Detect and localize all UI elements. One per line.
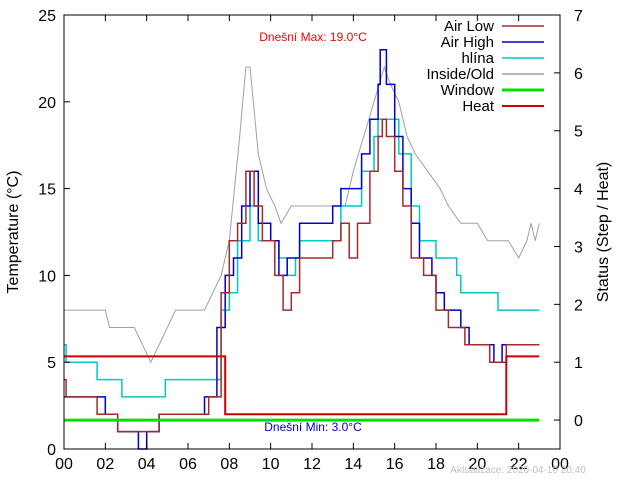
y-tick-label: 10 — [38, 268, 56, 285]
x-tick-label: 14 — [344, 456, 362, 473]
legend-label: hlína — [461, 50, 494, 67]
x-tick-label: 06 — [179, 456, 197, 473]
y-tick-label: 15 — [38, 182, 56, 199]
y-axis-left: 0 5 10 15 20 25 — [38, 8, 70, 459]
y-axis-right: 0 1 2 3 4 5 6 7 — [554, 8, 583, 430]
y2-tick-label: 2 — [574, 297, 583, 314]
x-tick-label: 00 — [55, 456, 73, 473]
daily-min-label: Dnešní Min: 3.0°C — [264, 420, 362, 434]
x-tick-label: 20 — [468, 456, 486, 473]
x-axis: 00 02 04 06 08 10 12 14 16 18 20 22 00 — [55, 15, 569, 473]
plot-lines — [64, 48, 540, 450]
y2-tick-label: 3 — [574, 239, 583, 256]
series-line-heat — [64, 355, 540, 416]
y-tick-label: 5 — [47, 355, 56, 372]
y-axis-title: Temperature (°C) — [5, 171, 22, 294]
x-tick-label: 10 — [262, 456, 280, 473]
legend-label: Air Low — [444, 18, 494, 35]
legend-label: Air High — [441, 34, 494, 51]
series-line-air-low — [64, 118, 540, 433]
x-tick-label: 02 — [96, 456, 114, 473]
updated-timestamp: Aktualizace: 2020-04-10 20:40 — [450, 465, 586, 476]
y2-tick-label: 0 — [574, 413, 583, 430]
y2-tick-label: 1 — [574, 355, 583, 372]
y2-tick-label: 7 — [574, 8, 583, 25]
x-tick-label: 18 — [427, 456, 445, 473]
x-tick-label: 22 — [510, 456, 528, 473]
x-tick-label: 00 — [551, 456, 569, 473]
y2-axis-title: Status (Step / Heat) — [595, 162, 612, 303]
series-line-hlina — [64, 118, 540, 398]
x-tick-label: 04 — [138, 456, 156, 473]
y-tick-label: 20 — [38, 95, 56, 112]
y2-tick-label: 5 — [574, 124, 583, 141]
legend-label: Inside/Old — [426, 66, 494, 83]
y2-tick-label: 6 — [574, 66, 583, 83]
x-tick-label: 16 — [386, 456, 404, 473]
daily-max-label: Dnešní Max: 19.0°C — [259, 30, 367, 44]
legend-label: Window — [441, 82, 495, 99]
y-tick-label: 25 — [38, 8, 56, 25]
legend-label: Heat — [462, 98, 495, 115]
x-tick-label: 12 — [303, 456, 321, 473]
y-tick-label: 0 — [47, 442, 56, 459]
y2-tick-label: 4 — [574, 182, 583, 199]
x-tick-label: 08 — [220, 456, 238, 473]
